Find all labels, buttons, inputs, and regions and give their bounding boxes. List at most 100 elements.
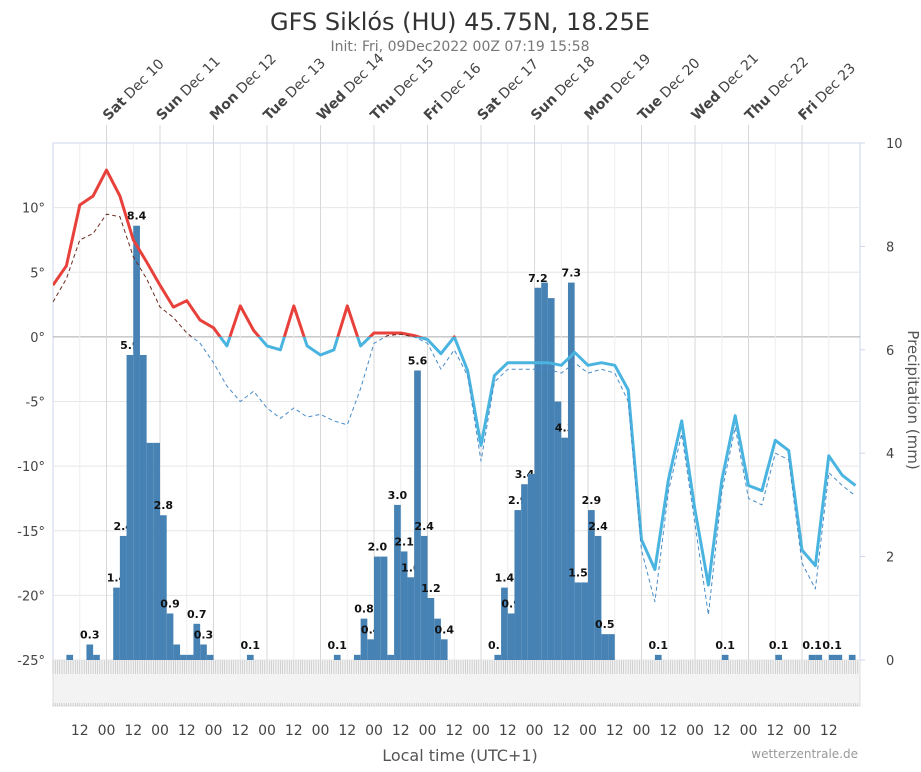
x-tick-label: 00 <box>151 723 169 739</box>
precip-bar <box>414 370 421 660</box>
precip-bar <box>66 654 74 660</box>
x-tick-label: 12 <box>285 723 303 739</box>
value-label: 0.9 <box>160 597 180 610</box>
precip-bar <box>654 654 662 660</box>
day-date: Dec 18 <box>552 54 598 100</box>
precip-bar <box>160 515 167 660</box>
precip-bar <box>133 225 140 660</box>
day-date: Dec 22 <box>766 54 812 100</box>
value-label: 0.7 <box>187 608 207 621</box>
y2-tick-label: 8 <box>886 240 894 255</box>
value-label: 0.1 <box>241 639 261 652</box>
x-tick-label: 00 <box>633 723 651 739</box>
x-tick-label: 12 <box>392 723 410 739</box>
day-name: Sat <box>100 94 130 124</box>
day-date: Dec 15 <box>391 54 437 100</box>
x-tick-label: 00 <box>472 723 490 739</box>
precip-bar <box>608 634 615 660</box>
value-label: 0.1 <box>769 639 789 652</box>
x-tick-label: 12 <box>338 723 356 739</box>
x-tick-label: 00 <box>205 723 223 739</box>
precip-bar <box>333 654 341 660</box>
value-label: 1.5 <box>568 566 588 579</box>
day-date: Dec 10 <box>121 56 167 102</box>
precip-bar <box>775 654 782 660</box>
day-date: Dec 12 <box>234 51 280 97</box>
precip-bar <box>501 587 508 660</box>
y2-tick-label: 4 <box>886 447 894 462</box>
x-tick-label: 00 <box>98 723 116 739</box>
x-tick-label: 12 <box>820 723 838 739</box>
x-tick-label: 12 <box>445 723 463 739</box>
dewpoint-line <box>190 336 856 616</box>
precip-bar <box>427 597 435 660</box>
precip-bar <box>434 618 441 660</box>
day-date: Dec 13 <box>283 55 329 101</box>
precip-bar <box>561 437 568 660</box>
value-label: 2.4 <box>414 520 434 533</box>
precip-bar <box>588 510 595 660</box>
precip-bar <box>534 287 542 660</box>
value-label: 1.2 <box>421 582 441 595</box>
precip-bar <box>193 623 201 660</box>
precip-bar <box>835 654 843 660</box>
x-tick-label: 00 <box>740 723 758 739</box>
precip-bar <box>828 654 836 660</box>
value-label: 0.3 <box>194 628 214 641</box>
day-date: Dec 11 <box>178 54 224 100</box>
day-name: Sat <box>475 94 505 124</box>
value-label: 7.3 <box>562 267 582 280</box>
x-tick-label: 00 <box>793 723 811 739</box>
value-label: 0.3 <box>80 628 100 641</box>
precip-bar <box>166 613 174 660</box>
precip-bar <box>173 644 181 660</box>
precip-bar <box>387 654 395 660</box>
precip-bar <box>514 510 522 660</box>
value-label: 5.6 <box>408 354 428 367</box>
day-name: Wed <box>314 88 350 124</box>
precip-bar <box>246 654 254 660</box>
y-tick-label: -20° <box>17 589 45 604</box>
precip-bar <box>86 644 94 660</box>
y2-tick-label: 0 <box>886 654 894 669</box>
x-tick-label: 00 <box>526 723 544 739</box>
x-tick-label: 12 <box>499 723 517 739</box>
x-tick-label: 12 <box>231 723 249 739</box>
y2-tick-label: 10 <box>886 137 903 152</box>
x-tick-label: 12 <box>71 723 89 739</box>
day-name: Mon <box>207 89 242 124</box>
precip-bar <box>367 639 375 660</box>
x-axis-label: Local time (UTC+1) <box>382 746 538 765</box>
precip-bar <box>721 654 729 660</box>
precip-bar <box>808 654 816 660</box>
y2-axis-label: Precipitation (mm) <box>904 330 921 469</box>
precip-bar <box>394 504 401 660</box>
x-tick-label: 12 <box>552 723 570 739</box>
chart-subtitle: Init: Fri, 09Dec2022 00Z 07:19 15:58 <box>330 39 589 55</box>
precip-bar <box>180 654 187 660</box>
precip-bar <box>494 654 502 660</box>
y2-tick-label: 6 <box>886 344 894 359</box>
value-label: 2.4 <box>588 520 608 533</box>
temperature-line <box>218 336 857 587</box>
temperature-line <box>53 168 456 337</box>
precip-bar <box>360 618 368 660</box>
y-tick-label: -25° <box>17 654 45 669</box>
x-tick-label: 12 <box>713 723 731 739</box>
y2-tick-label: 2 <box>886 551 894 566</box>
day-name: Fri <box>421 98 447 124</box>
x-tick-label: 12 <box>124 723 142 739</box>
precip-bar <box>407 577 415 660</box>
day-name: Tue <box>635 93 666 124</box>
value-label: 1.4 <box>495 572 515 585</box>
chart-title: GFS Siklós (HU) 45.75N, 18.25E <box>270 8 650 36</box>
precip-bar <box>507 613 515 660</box>
day-name: Sun <box>154 91 187 124</box>
day-date: Dec 17 <box>496 56 542 102</box>
y-tick-label: -10° <box>17 460 45 475</box>
day-name: Fri <box>796 98 822 124</box>
precip-bar <box>380 556 388 660</box>
precip-bar <box>554 401 562 660</box>
y-tick-label: 5° <box>30 266 45 281</box>
